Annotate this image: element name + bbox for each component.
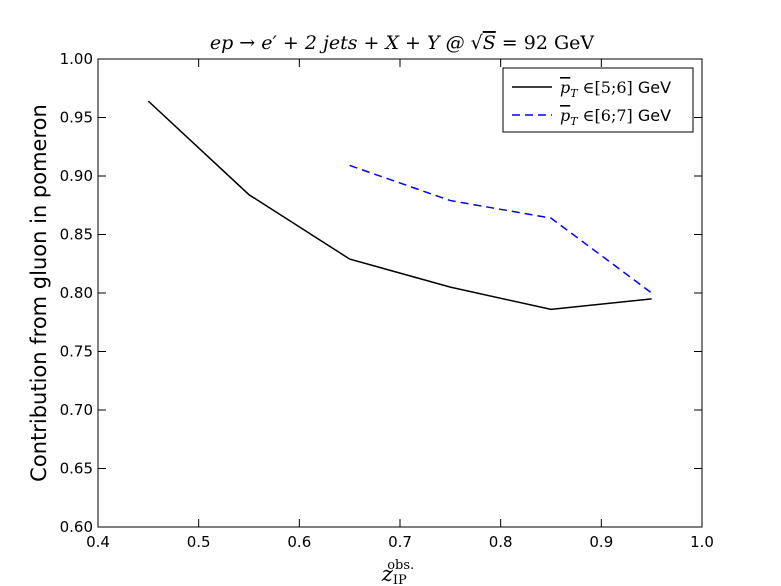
- legend-label-series-1: pT ∈[5;6] GeV: [560, 78, 671, 100]
- y-tick-label: 0.65: [60, 460, 93, 478]
- x-tick-label: 0.4: [86, 533, 110, 551]
- chart-title: ep → e′ + 2 jets + X + Y @ √S = 92 GeV: [210, 32, 595, 54]
- y-tick-label: 0.75: [60, 343, 93, 361]
- y-tick-label: 0.80: [60, 284, 93, 302]
- legend-label-series-2: pT ∈[6;7] GeV: [560, 106, 671, 128]
- x-tick-labels: 0.4 0.5 0.6 0.7 0.8 0.9 1.0: [86, 533, 714, 551]
- legend-1-unit: GeV: [638, 78, 671, 97]
- y-tick-label: 1.00: [60, 50, 93, 68]
- x-tick-label: 0.6: [287, 533, 311, 551]
- chart-title-process: ep → e′ + 2 jets + X + Y @: [210, 32, 471, 54]
- y-tick-label: 0.95: [60, 109, 93, 127]
- legend-1-var: p: [560, 78, 570, 97]
- chart-title-energy: = 92 GeV: [496, 32, 595, 54]
- x-tick-label: 1.0: [690, 533, 714, 551]
- x-tick-label: 0.5: [187, 533, 211, 551]
- sqrt-sign: √: [471, 32, 484, 54]
- legend-1-sub: T: [570, 87, 579, 100]
- y-axis-label: Contribution from gluon in pomeron: [27, 104, 51, 482]
- legend-2-range: ∈[6;7]: [578, 106, 638, 125]
- legend-2-var: p: [560, 106, 570, 125]
- legend-box: [502, 67, 694, 133]
- y-tick-label: 0.70: [60, 401, 93, 419]
- x-tick-label: 0.7: [388, 533, 412, 551]
- x-tick-label: 0.9: [589, 533, 613, 551]
- legend-2-unit: GeV: [638, 106, 671, 125]
- series-lines: [147, 100, 653, 311]
- series-line-1: [147, 100, 652, 311]
- x-tick-label: 0.8: [489, 533, 513, 551]
- x-axis-label-base: z: [381, 562, 394, 586]
- series-line-2: [349, 164, 653, 294]
- x-axis-label-sup: obs.: [387, 558, 414, 573]
- legend-1-range: ∈[5;6]: [578, 78, 638, 97]
- x-axis-label-sub: IP: [393, 573, 407, 586]
- legend: pT ∈[5;6] GeV pT ∈[6;7] GeV: [502, 67, 694, 133]
- y-tick-label: 0.90: [60, 167, 93, 185]
- y-tick-label: 0.85: [60, 226, 93, 244]
- y-tick-label: 0.60: [60, 518, 93, 536]
- chart-title-sqrt-arg: S: [483, 32, 496, 54]
- legend-2-sub: T: [570, 115, 579, 128]
- x-axis-label: zIPobs.: [381, 558, 414, 586]
- y-tick-labels: 0.60 0.65 0.70 0.75 0.80 0.85 0.90 0.95 1.00: [60, 50, 93, 536]
- axis-ticks: [97, 58, 703, 528]
